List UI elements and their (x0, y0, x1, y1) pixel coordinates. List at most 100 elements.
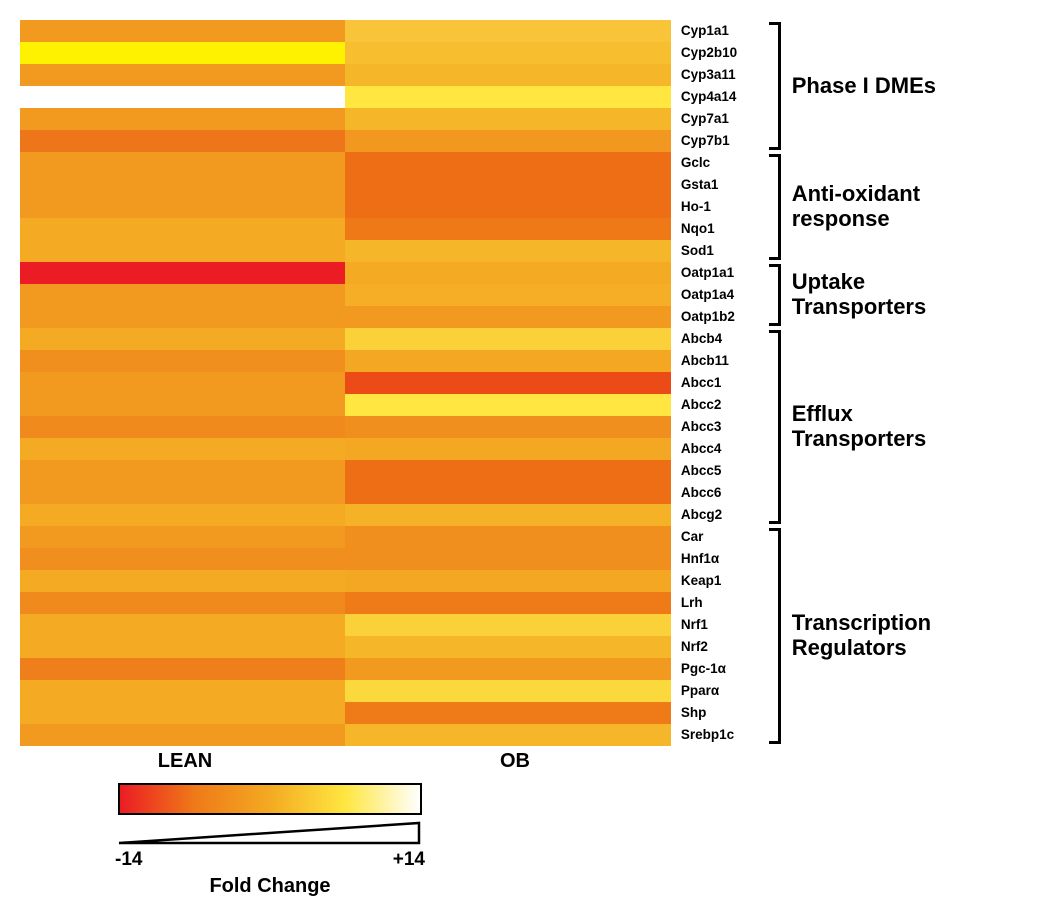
gene-label: Nqo1 (681, 218, 760, 240)
gene-label: Shp (681, 702, 760, 724)
group-bracket (764, 528, 781, 744)
heatmap-cell-lean (20, 372, 345, 394)
heatmap-cell-ob (345, 438, 670, 460)
heatmap-row (20, 526, 671, 548)
heatmap-cell-ob (345, 20, 670, 42)
gene-label: Gsta1 (681, 174, 760, 196)
heatmap-cell-ob (345, 86, 670, 108)
heatmap-cell-lean (20, 702, 345, 724)
heatmap-row (20, 482, 671, 504)
heatmap-row (20, 394, 671, 416)
heatmap-row (20, 196, 671, 218)
legend-title: Fold Change (209, 875, 330, 898)
column-header-lean: LEAN (20, 750, 350, 773)
gene-label: Lrh (681, 592, 760, 614)
gene-label: Cyp1a1 (681, 20, 760, 42)
gene-label: Gclc (681, 152, 760, 174)
gene-label: Hnf1α (681, 548, 760, 570)
heatmap-cell-lean (20, 86, 345, 108)
heatmap-cell-ob (345, 328, 670, 350)
heatmap-row (20, 218, 671, 240)
heatmap-cell-ob (345, 284, 670, 306)
heatmap-row (20, 328, 671, 350)
heatmap-cell-ob (345, 218, 670, 240)
heatmap-cell-lean (20, 526, 345, 548)
gene-label: Ho-1 (681, 196, 760, 218)
gene-label: Abcc3 (681, 416, 760, 438)
heatmap-row (20, 350, 671, 372)
gene-label: Abcg2 (681, 504, 760, 526)
heatmap-cell-ob (345, 724, 670, 746)
heatmap-cell-lean (20, 64, 345, 86)
heatmap-cell-lean (20, 20, 345, 42)
gene-label: Cyp4a14 (681, 86, 760, 108)
heatmap-cell-lean (20, 350, 345, 372)
heatmap-row (20, 680, 671, 702)
gene-label: Sod1 (681, 240, 760, 262)
heatmap-row (20, 548, 671, 570)
heatmap-row (20, 262, 671, 284)
heatmap-cell-lean (20, 218, 345, 240)
heatmap-cell-lean (20, 306, 345, 328)
heatmap-cell-lean (20, 42, 345, 64)
group-bracket (764, 154, 781, 260)
heatmap-cell-lean (20, 614, 345, 636)
heatmap-cell-lean (20, 548, 345, 570)
gene-label: Srebp1c (681, 724, 760, 746)
gene-labels-column: Cyp1a1Cyp2b10Cyp3a11Cyp4a14Cyp7a1Cyp7b1G… (681, 20, 760, 746)
heatmap-cell-ob (345, 152, 670, 174)
group-label: EffluxTransporters (792, 401, 927, 452)
heatmap-cell-ob (345, 460, 670, 482)
column-header-ob: OB (350, 750, 680, 773)
legend-color-bar (118, 783, 422, 815)
heatmap-row (20, 42, 671, 64)
heatmap-cell-lean (20, 504, 345, 526)
heatmap-cell-ob (345, 394, 670, 416)
heatmap-cell-lean (20, 460, 345, 482)
heatmap-cell-ob (345, 548, 670, 570)
gene-label: Car (681, 526, 760, 548)
heatmap-grid (20, 20, 671, 746)
heatmap-cell-ob (345, 108, 670, 130)
gene-label: Oatp1a4 (681, 284, 760, 306)
heatmap-row (20, 284, 671, 306)
heatmap-cell-lean (20, 592, 345, 614)
group-bracket (764, 264, 781, 326)
heatmap-cell-ob (345, 372, 670, 394)
gene-label: Abcc6 (681, 482, 760, 504)
heatmap-cell-lean (20, 636, 345, 658)
heatmap-cell-ob (345, 350, 670, 372)
heatmap-cell-lean (20, 416, 345, 438)
heatmap-row (20, 504, 671, 526)
legend-min-label: -14 (115, 849, 142, 871)
gene-label: Oatp1a1 (681, 262, 760, 284)
legend-ticks: -14 +14 (115, 849, 425, 871)
heatmap-row (20, 438, 671, 460)
gene-label: Abcc5 (681, 460, 760, 482)
heatmap-row (20, 174, 671, 196)
group-label: Anti-oxidantresponse (792, 181, 920, 232)
heatmap-cell-lean (20, 130, 345, 152)
heatmap-cell-lean (20, 482, 345, 504)
heatmap-cell-lean (20, 658, 345, 680)
heatmap-cell-lean (20, 680, 345, 702)
legend-max-label: +14 (393, 849, 425, 871)
gene-label: Abcb4 (681, 328, 760, 350)
heatmap-cell-ob (345, 130, 670, 152)
heatmap-row (20, 240, 671, 262)
heatmap-cell-ob (345, 42, 670, 64)
heatmap-cell-ob (345, 636, 670, 658)
heatmap-cell-ob (345, 482, 670, 504)
gene-label: Abcc1 (681, 372, 760, 394)
heatmap-cell-ob (345, 306, 670, 328)
heatmap-cell-lean (20, 240, 345, 262)
heatmap-row (20, 20, 671, 42)
heatmap-cell-ob (345, 504, 670, 526)
gene-expression-heatmap-figure: Cyp1a1Cyp2b10Cyp3a11Cyp4a14Cyp7a1Cyp7b1G… (20, 20, 1030, 898)
heatmap-cell-lean (20, 262, 345, 284)
heatmap-cell-ob (345, 680, 670, 702)
gene-label: Pgc-1α (681, 658, 760, 680)
heatmap-cell-ob (345, 174, 670, 196)
heatmap-cell-lean (20, 174, 345, 196)
heatmap-cell-lean (20, 196, 345, 218)
